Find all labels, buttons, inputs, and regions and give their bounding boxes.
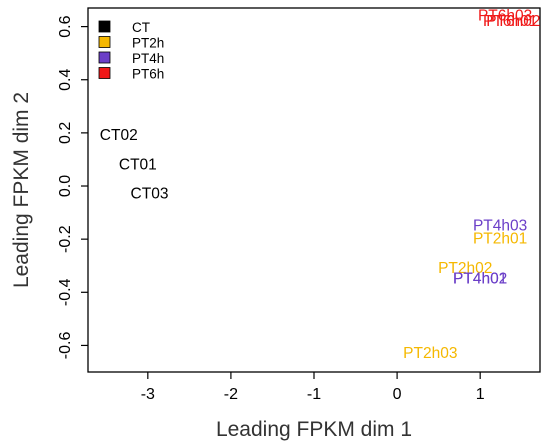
data-labels: CT02CT01CT03PT6h03PT6h01PT6h02PT4h03PT2h… bbox=[100, 7, 541, 361]
legend-swatch bbox=[98, 36, 111, 48]
y-tick-label: 0.4 bbox=[57, 69, 74, 91]
x-tick-label: -3 bbox=[141, 386, 155, 403]
legend-swatch bbox=[98, 20, 111, 33]
point-label: PT2h02 bbox=[438, 260, 492, 277]
x-tick-label: -2 bbox=[224, 386, 238, 403]
point-label: CT03 bbox=[131, 185, 169, 202]
legend-entry: PT2h bbox=[132, 36, 164, 51]
point-label: PT4h03 bbox=[473, 217, 527, 234]
x-tick-label: 1 bbox=[476, 386, 485, 403]
point-label: PT6h01 bbox=[483, 13, 537, 30]
x-axis: -3 -2 -1 0 1 bbox=[141, 372, 485, 403]
x-tick-label: 0 bbox=[393, 386, 402, 403]
y-tick-label: 0.2 bbox=[57, 122, 74, 144]
point-label: PT6h03 bbox=[478, 7, 532, 24]
point-label: PT2h03 bbox=[403, 345, 457, 362]
legend-entry: CT bbox=[132, 20, 150, 35]
point-label: PT4h01 bbox=[453, 271, 507, 288]
legend-swatch bbox=[98, 67, 111, 79]
y-axis-label: Leading FPKM dim 2 bbox=[10, 92, 33, 288]
legend-entry: PT4h bbox=[132, 51, 164, 66]
y-tick-label: -0.2 bbox=[57, 225, 74, 253]
y-axis: -0.6 -0.4 -0.2 0.0 0.2 0.4 0.6 bbox=[57, 15, 88, 359]
x-tick-label: -1 bbox=[307, 386, 321, 403]
point-label: CT01 bbox=[119, 156, 157, 173]
x-axis-label: Leading FPKM dim 1 bbox=[216, 418, 412, 441]
point-label: PT4h02 bbox=[453, 271, 507, 288]
legend-swatch bbox=[98, 51, 111, 64]
point-label: CT02 bbox=[100, 127, 138, 144]
y-tick-label: 0.0 bbox=[57, 175, 74, 197]
point-label: PT2h01 bbox=[473, 231, 527, 248]
point-label: PT6h02 bbox=[486, 13, 540, 30]
y-tick-label: -0.4 bbox=[57, 278, 74, 306]
legend-entry: PT6h bbox=[132, 67, 164, 82]
y-tick-label: 0.6 bbox=[57, 15, 74, 37]
y-tick-label: -0.6 bbox=[57, 332, 74, 360]
